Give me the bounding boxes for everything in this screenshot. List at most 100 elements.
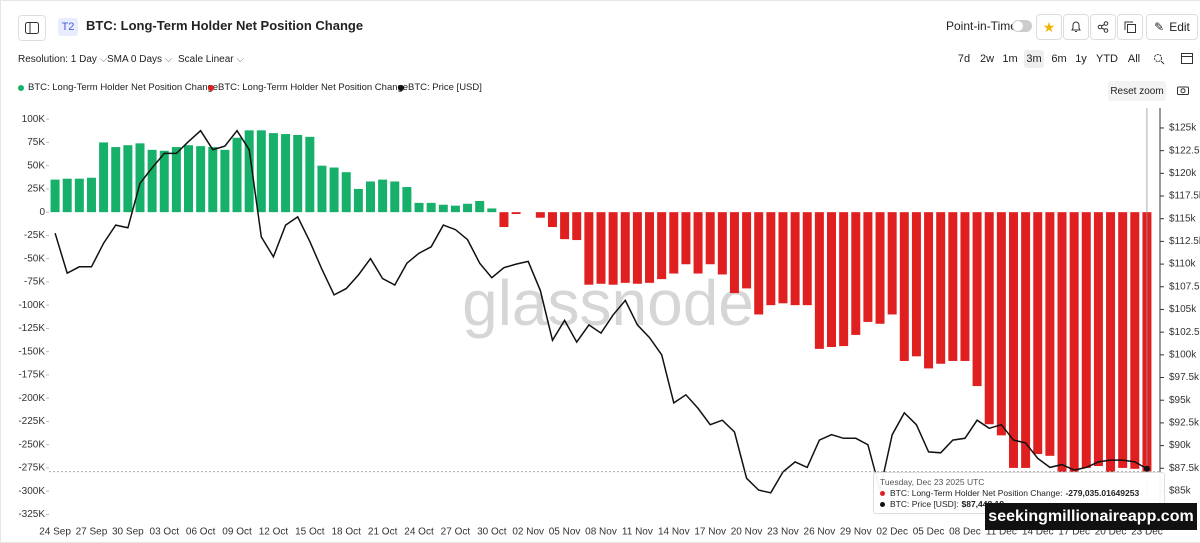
bar — [450, 205, 460, 213]
bar — [1130, 212, 1140, 469]
x-tick-label: 11 Dec — [986, 527, 1017, 538]
range-button[interactable]: 7d — [957, 53, 971, 65]
legend-item[interactable]: BTC: Long-Term Holder Net Position Chang… — [208, 82, 408, 93]
copy-button[interactable] — [1117, 14, 1143, 40]
bar — [535, 212, 545, 218]
control-dropdown[interactable]: Resolution: 1 Day ⌵ — [18, 54, 107, 65]
legend-label: BTC: Long-Term Holder Net Position Chang… — [218, 82, 409, 93]
tooltip-value: $87,448.18 — [961, 499, 1005, 509]
range-button[interactable]: 1y — [1075, 53, 1087, 65]
range-button[interactable]: 1m — [1002, 53, 1018, 65]
bar — [463, 203, 473, 213]
range-button[interactable]: 2w — [979, 53, 995, 65]
y2-tick-label: $107.5k — [1169, 281, 1200, 292]
y-tick-label: -250K — [18, 439, 45, 450]
tooltip-value: -279,035.01649253 — [1065, 488, 1140, 498]
x-tick-label: 15 Oct — [295, 527, 325, 538]
reset-zoom-button[interactable]: Reset zoom — [1108, 81, 1166, 101]
bar — [924, 212, 934, 369]
bar — [390, 181, 400, 213]
bar — [693, 212, 703, 274]
y2-tick-label: $122.5k — [1169, 145, 1200, 156]
x-tick-label: 02 Dec — [876, 527, 908, 538]
favorite-button[interactable]: ★ — [1036, 14, 1062, 40]
control-dropdown[interactable]: SMA 0 Days ⌵ — [107, 54, 172, 65]
bar — [899, 212, 909, 361]
bar — [632, 212, 642, 284]
edit-icon: ✎ — [1154, 20, 1165, 34]
bar — [875, 212, 885, 324]
legend-swatch — [398, 84, 404, 91]
bar — [996, 212, 1006, 436]
range-button[interactable]: All — [1127, 53, 1141, 65]
legend-label: BTC: Long-Term Holder Net Position Chang… — [28, 82, 219, 93]
y-tick-label: -125K — [18, 323, 45, 334]
alert-button[interactable] — [1063, 14, 1089, 40]
point-in-time-label: Point-in-Time — [946, 19, 1017, 33]
zoom-select-button[interactable] — [1150, 50, 1168, 68]
bell-icon — [1071, 21, 1081, 32]
y2-tick-label: $85k — [1169, 486, 1192, 497]
tooltip-swatch — [880, 501, 885, 507]
y-tick-label: 75K — [27, 137, 45, 148]
tooltip-swatch — [880, 490, 885, 496]
x-tick-label: 23 Dec — [1131, 527, 1163, 538]
legend-item[interactable]: BTC: Long-Term Holder Net Position Chang… — [18, 82, 218, 93]
calendar-button[interactable] — [1178, 49, 1196, 67]
range-button[interactable]: YTD — [1096, 53, 1118, 65]
edit-button[interactable]: ✎ Edit — [1146, 14, 1198, 40]
y2-tick-label: $112.5k — [1169, 236, 1200, 247]
x-tick-label: 26 Nov — [804, 527, 836, 538]
x-tick-label: 11 Nov — [622, 527, 653, 538]
chevron: ⌵ — [233, 54, 244, 65]
bar — [596, 212, 606, 284]
y-tick-label: -150K — [18, 346, 45, 357]
bar — [135, 143, 145, 213]
bar — [341, 172, 351, 213]
bar — [766, 212, 776, 306]
sidebar-toggle[interactable] — [18, 15, 46, 41]
bar — [839, 212, 849, 347]
bar — [1021, 212, 1031, 468]
tooltip-label: BTC: Long-Term Holder Net Position Chang… — [890, 488, 1063, 498]
x-tick-label: 17 Dec — [1058, 527, 1090, 538]
bar — [99, 142, 109, 213]
y-tick-label: 50K — [27, 160, 45, 171]
share-button[interactable] — [1090, 14, 1116, 40]
chevron: ⌵ — [96, 54, 108, 65]
x-tick-label: 18 Oct — [331, 527, 361, 538]
bar — [365, 181, 375, 213]
x-tick-label: 08 Dec — [949, 527, 981, 538]
bar — [86, 177, 96, 213]
bar — [305, 136, 315, 213]
y-tick-label: 100K — [22, 114, 46, 125]
bar — [256, 130, 266, 213]
legend-label: BTC: Price [USD] — [408, 82, 482, 93]
bar — [827, 212, 837, 348]
bar — [123, 145, 133, 213]
bar — [705, 212, 715, 265]
edit-label: Edit — [1169, 20, 1190, 34]
x-tick-label: 06 Oct — [186, 527, 216, 538]
bar — [329, 167, 339, 213]
bar — [62, 178, 72, 213]
control-label: Resolution: 1 Day — [18, 54, 97, 65]
bar — [608, 212, 618, 285]
y-tick-label: -50K — [24, 253, 45, 264]
legend-item[interactable]: BTC: Price [USD] — [398, 82, 482, 93]
tooltip-title: Tuesday, Dec 23 2025 UTC — [880, 477, 985, 487]
tier-badge: T2 — [58, 18, 78, 36]
bar — [778, 212, 788, 304]
bar — [208, 147, 218, 213]
range-button[interactable]: 3m — [1024, 50, 1044, 68]
x-tick-label: 02 Nov — [512, 527, 544, 538]
y-tick-label: -325K — [18, 509, 45, 520]
range-button[interactable]: 6m — [1051, 53, 1067, 65]
bar — [378, 179, 388, 213]
bar — [560, 212, 570, 240]
bar — [863, 212, 873, 322]
control-dropdown[interactable]: Scale Linear ⌵ — [178, 54, 244, 65]
point-in-time-toggle[interactable] — [1012, 20, 1032, 32]
screenshot-button[interactable] — [1174, 81, 1192, 99]
